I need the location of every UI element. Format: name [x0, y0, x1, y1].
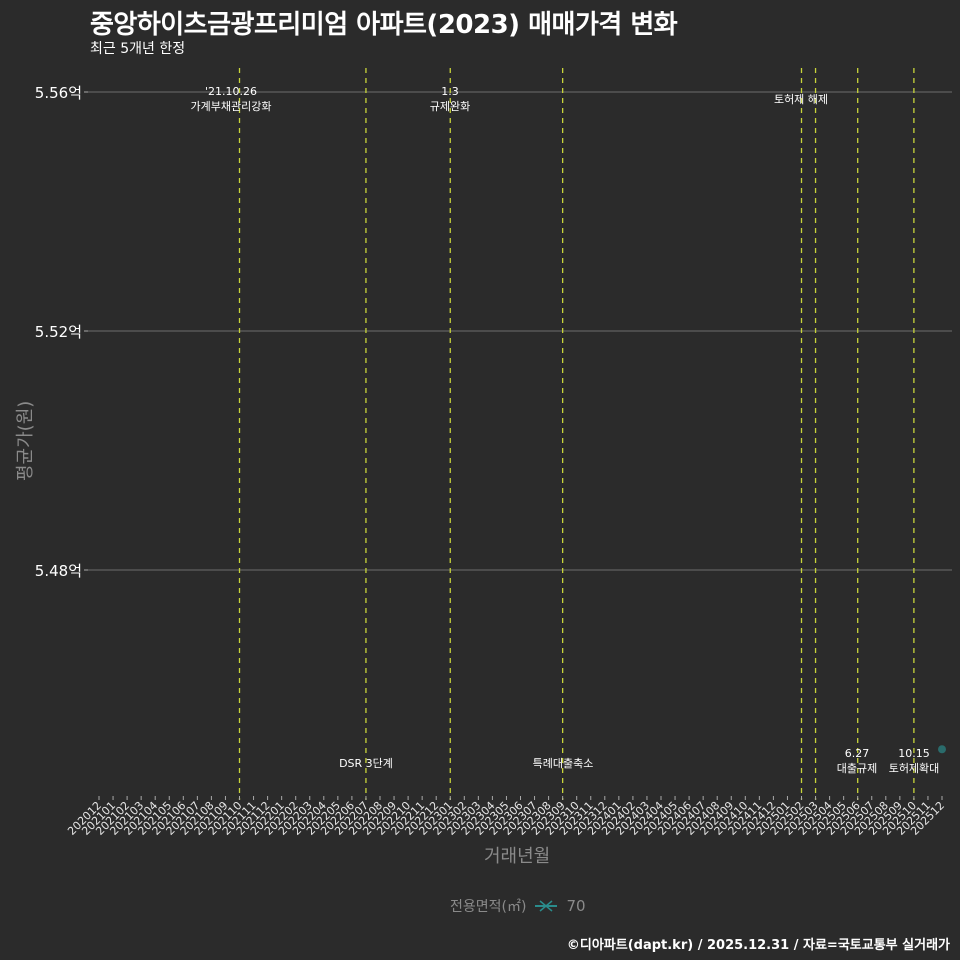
annotation-text: 대출규제: [836, 762, 878, 775]
annotation-date: '21.10.26: [204, 85, 257, 98]
legend: 전용면적(㎡) 70: [450, 896, 586, 916]
x-axis-title: 거래년월: [484, 846, 551, 867]
data-points: [938, 745, 946, 754]
annotation-text: 토허제확대: [888, 762, 940, 775]
y-tick-label: 5.48억: [34, 562, 82, 580]
annotation-date: 10.15: [898, 747, 930, 760]
x-axis-ticks: 2020122021012021022021032021042021052021…: [65, 796, 947, 838]
annotation-date: 1.3: [441, 85, 459, 98]
annotation-household-debt: '21.10.26 가계부채관리강화: [191, 84, 272, 114]
y-tick-label: 5.56억: [34, 84, 82, 102]
y-tick-label: 5.52억: [34, 323, 82, 341]
source-caption: ©디아파트(dapt.kr) / 2025.12.31 / 자료=국토교통부 실…: [566, 938, 950, 953]
chart-subtitle: 최근 5개년 한정: [90, 41, 186, 57]
gridlines: [84, 91, 952, 571]
event-lines: [238, 68, 915, 800]
legend-item-label[interactable]: 70: [566, 897, 586, 915]
annotation-deregulation: 1.3 규제완화: [430, 84, 470, 114]
legend-point-line-icon: [535, 900, 558, 912]
annotation-text: 가계부채관리강화: [190, 100, 272, 113]
annotation-special-loan: 특례대출축소: [533, 756, 594, 771]
annotation-dsr: DSR 3단계: [339, 756, 393, 771]
data-point[interactable]: [938, 745, 946, 754]
annotation-land-permit-lift: 토허제 해제: [774, 92, 828, 107]
legend-title: 전용면적(㎡): [450, 899, 527, 915]
annotation-text: 규제완화: [429, 100, 471, 113]
annotation-date: 6.27: [844, 747, 870, 760]
annotation-land-permit-expand: 10.15 토허제확대: [889, 746, 940, 776]
annotation-text: DSR 3단계: [339, 757, 393, 770]
annotation-text: 특례대출축소: [532, 757, 594, 770]
chart-title: 중앙하이츠금광프리미엄 아파트(2023) 매매가격 변화: [90, 10, 678, 40]
annotation-loan-regulation: 6.27 대출규제: [837, 746, 877, 776]
annotation-text: 토허제 해제: [773, 93, 829, 106]
